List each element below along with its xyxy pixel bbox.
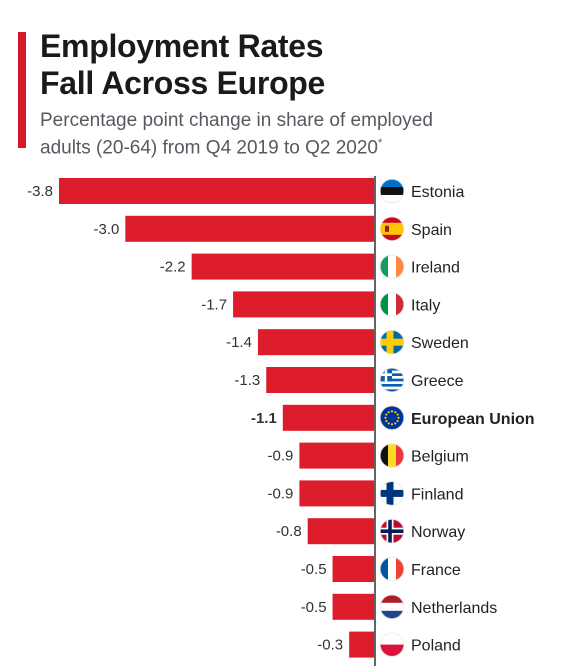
category-label-spain: Spain xyxy=(411,222,452,239)
subtitle-line-2: adults (20-64) from Q4 2019 to Q2 2020* xyxy=(40,132,560,159)
eu-flag-icon xyxy=(380,405,404,430)
bar-finland xyxy=(299,480,374,507)
norway-flag-icon xyxy=(380,519,404,544)
finland-flag-icon xyxy=(380,481,404,506)
value-label-belgium: -0.9 xyxy=(268,448,294,465)
bar-italy xyxy=(233,291,374,318)
category-label-european-union: European Union xyxy=(411,411,535,428)
bar-belgium xyxy=(299,442,374,469)
bar-estonia xyxy=(59,178,374,204)
value-label-spain: -3.0 xyxy=(93,221,119,238)
category-label-france: France xyxy=(411,562,461,579)
category-label-norway: Norway xyxy=(411,524,465,541)
value-label-italy: -1.7 xyxy=(201,296,227,313)
value-label-estonia: -3.8 xyxy=(27,183,53,200)
bar-sweden xyxy=(257,329,374,356)
title-line-1: Employment Rates xyxy=(40,28,324,64)
italy-flag-icon xyxy=(380,292,404,317)
value-label-norway: -0.8 xyxy=(276,523,302,540)
bar-poland xyxy=(349,631,374,658)
subtitle-line-1: Percentage point change in share of empl… xyxy=(40,110,433,131)
estonia-flag-icon xyxy=(380,179,404,203)
value-label-ireland: -2.2 xyxy=(160,259,186,276)
bar-spain xyxy=(125,215,374,242)
category-label-italy: Italy xyxy=(411,297,440,314)
value-label-france: -0.5 xyxy=(301,561,327,578)
sweden-flag-icon xyxy=(380,330,404,355)
chart-title: Employment Rates Fall Across Europe xyxy=(40,28,560,102)
value-label-european-union: -1.1 xyxy=(251,410,277,427)
bar-france xyxy=(332,556,374,582)
value-label-netherlands: -0.5 xyxy=(301,599,327,616)
greece-flag-icon xyxy=(380,368,404,392)
netherlands-flag-icon xyxy=(380,594,404,619)
category-label-finland: Finland xyxy=(411,486,463,503)
bar-greece xyxy=(266,367,374,393)
category-label-poland: Poland xyxy=(411,638,461,655)
value-label-poland: -0.3 xyxy=(317,637,343,654)
category-label-estonia: Estonia xyxy=(411,184,464,201)
category-label-greece: Greece xyxy=(411,373,464,390)
category-label-belgium: Belgium xyxy=(411,449,469,466)
spain-flag-icon xyxy=(380,216,404,241)
value-label-sweden: -1.4 xyxy=(226,334,252,351)
belgium-flag-icon xyxy=(380,443,404,468)
subtitle-line-2-text: adults (20-64) from Q4 2019 to Q2 2020 xyxy=(40,137,378,159)
category-label-netherlands: Netherlands xyxy=(411,600,497,617)
poland-flag-icon xyxy=(380,632,404,657)
category-label-ireland: Ireland xyxy=(411,260,460,277)
title-line-2: Fall Across Europe xyxy=(40,65,326,101)
bar-ireland xyxy=(191,253,374,280)
category-label-sweden: Sweden xyxy=(411,335,469,352)
ireland-flag-icon xyxy=(380,254,404,279)
footnote-mark: * xyxy=(377,137,383,149)
bar-netherlands xyxy=(332,593,374,620)
value-label-greece: -1.3 xyxy=(234,372,260,389)
bar-european-union xyxy=(282,404,374,431)
bar-norway xyxy=(307,518,374,545)
chart-subtitle: Percentage point change in share of empl… xyxy=(40,110,560,159)
france-flag-icon xyxy=(380,557,404,581)
title-accent-bar xyxy=(18,32,26,148)
value-label-finland: -0.9 xyxy=(268,485,294,502)
